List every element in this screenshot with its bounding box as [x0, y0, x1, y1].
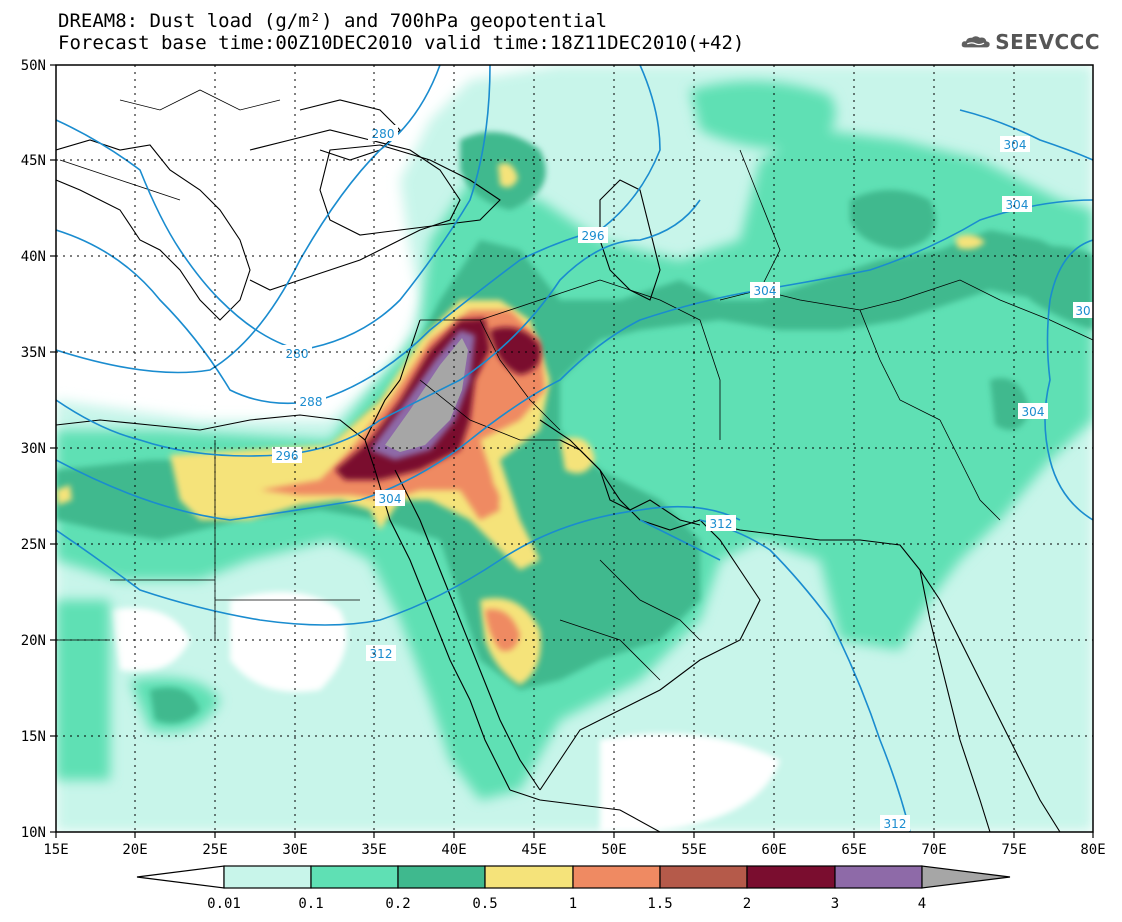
lat-label: 40N: [21, 249, 46, 265]
forecast-time-subtitle: Forecast base time:00Z10DEC2010 valid ti…: [58, 32, 745, 54]
contour-label: 312: [884, 817, 907, 831]
coastlines: [56, 99, 1061, 832]
colorbar-segment: [397, 865, 486, 889]
contour-label: 30: [1075, 304, 1090, 318]
country-borders: [56, 89, 1093, 681]
colorbar-label: 2: [743, 896, 751, 912]
contour-label: 304: [379, 492, 402, 506]
lon-label: 60E: [761, 842, 786, 858]
colorbar-label: 0.01: [207, 896, 241, 912]
contour-label: 296: [582, 229, 605, 243]
contour-label: 312: [370, 647, 393, 661]
lon-label: 65E: [841, 842, 866, 858]
lon-label: 40E: [441, 842, 466, 858]
colorbar-segment: [223, 865, 312, 889]
latitude-labels: 50N 45N 40N 35N 30N 25N 20N 15N 10N: [21, 58, 46, 841]
lon-label: 55E: [681, 842, 706, 858]
colorbar-segment: [484, 865, 574, 889]
lat-label: 45N: [21, 153, 46, 169]
lon-label: 25E: [202, 842, 227, 858]
colorbar-segment: [136, 865, 225, 889]
colorbar-label: 4: [918, 896, 926, 912]
seevccc-logo: SEEVCCC: [960, 28, 1100, 56]
contour-label: 312: [710, 517, 733, 531]
lon-label: 35E: [361, 842, 386, 858]
lon-label: 20E: [122, 842, 147, 858]
colorbar-segment: [834, 865, 923, 889]
colorbar-segment: [572, 865, 661, 889]
logo-text: SEEVCCC: [995, 30, 1100, 54]
lon-label: 75E: [1001, 842, 1026, 858]
lat-label: 10N: [21, 825, 46, 841]
contour-label: 304: [754, 284, 777, 298]
contour-label: 304: [1022, 405, 1045, 419]
contour-label: 280: [372, 127, 395, 141]
lat-label: 30N: [21, 441, 46, 457]
axis-ticks: [50, 64, 1094, 838]
cloud-icon: [961, 36, 990, 48]
contour-label: 288: [300, 395, 323, 409]
lon-label: 80E: [1080, 842, 1105, 858]
contour-label: 304: [1004, 138, 1027, 152]
contour-label: 280: [286, 347, 309, 361]
lon-label: 45E: [521, 842, 546, 858]
longitude-labels: 15E 20E 25E 30E 35E 40E 45E 50E 55E 60E …: [43, 842, 1105, 858]
colorbar-segment: [746, 865, 836, 889]
lon-label: 50E: [601, 842, 626, 858]
colorbar-segment: [921, 865, 1011, 889]
lat-label: 20N: [21, 633, 46, 649]
lat-label: 35N: [21, 345, 46, 361]
lon-label: 70E: [921, 842, 946, 858]
colorbar-segment: [310, 865, 399, 889]
colorbar-label: 0.1: [298, 896, 323, 912]
colorbar-labels: 0.01 0.1 0.2 0.5 1 1.5 2 3 4: [207, 896, 926, 912]
colorbar-segment: [659, 865, 748, 889]
lon-label: 30E: [282, 842, 307, 858]
lat-label: 15N: [21, 729, 46, 745]
contour-labels: 280 280 288 296 296 304 304 304 304 304 …: [272, 125, 1093, 831]
colorbar-label: 1: [569, 896, 577, 912]
lon-label: 15E: [43, 842, 68, 858]
contour-label: 296: [276, 449, 299, 463]
graticule: [56, 65, 1093, 832]
lat-label: 25N: [21, 537, 46, 553]
colorbar-label: 1.5: [647, 896, 672, 912]
colorbar-label: 0.5: [472, 896, 497, 912]
colorbar: [136, 865, 1011, 889]
map-title: DREAM8: Dust load (g/m²) and 700hPa geop…: [58, 10, 608, 32]
lat-label: 50N: [21, 58, 46, 74]
contour-label: 304: [1006, 198, 1029, 212]
colorbar-label: 3: [831, 896, 839, 912]
colorbar-label: 0.2: [385, 896, 410, 912]
